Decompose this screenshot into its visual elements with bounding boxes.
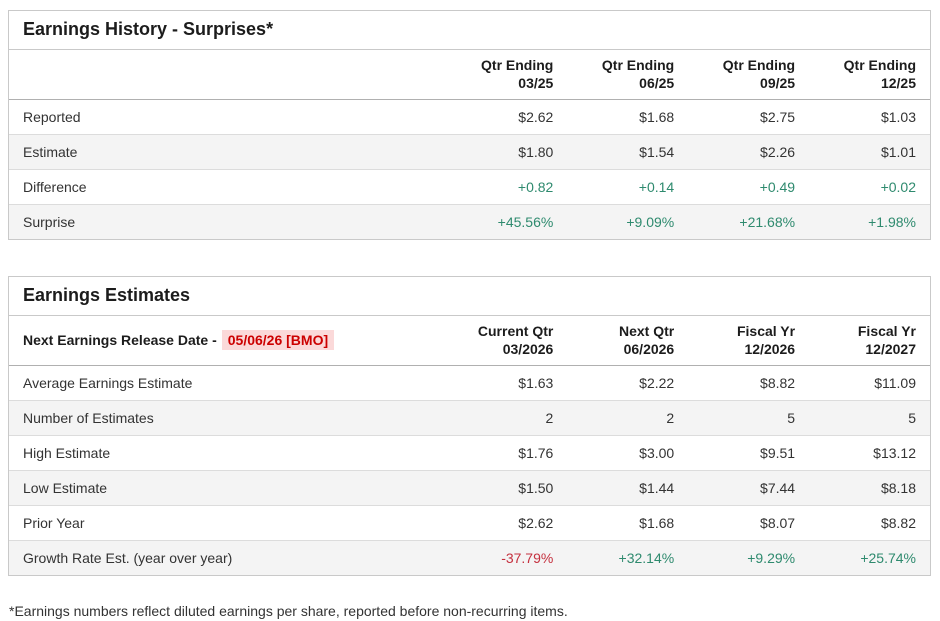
earnings-estimates-header-row: Next Earnings Release Date -05/06/26 [BM… bbox=[9, 315, 930, 366]
cell-value: +25.74% bbox=[809, 539, 930, 575]
cell-value: $1.54 bbox=[567, 133, 689, 170]
cell-value: 5 bbox=[809, 399, 930, 436]
next-earnings-release: Next Earnings Release Date -05/06/26 [BM… bbox=[9, 315, 447, 366]
cell-value: +1.98% bbox=[809, 203, 930, 239]
row-label: Surprise bbox=[9, 203, 447, 239]
cell-value: $11.09 bbox=[874, 374, 916, 391]
table-row-surprise: Surprise +45.56% +9.09% +21.68% +1.98% bbox=[9, 203, 930, 239]
cell-value: 5 bbox=[688, 399, 810, 436]
row-label: Number of Estimates bbox=[9, 399, 447, 436]
cell-value: $8.82 bbox=[809, 504, 930, 541]
row-label: Low Estimate bbox=[9, 469, 447, 506]
row-label: Growth Rate Est. (year over year) bbox=[9, 539, 447, 575]
cell-value: $1.63 bbox=[518, 374, 554, 391]
table-row-high-estimate: High Estimate $1.76 $3.00 $9.51 $13.12 bbox=[9, 434, 930, 471]
cell-value: +0.82 bbox=[446, 168, 568, 205]
earnings-history-card: Earnings History - Surprises* Qtr Ending… bbox=[8, 10, 931, 240]
cell-value: $7.44 bbox=[688, 469, 810, 506]
cell-value: 2 bbox=[567, 399, 689, 436]
cell-value: $2.75 bbox=[760, 108, 796, 125]
column-header-qtr-0325: Qtr Ending 03/25 bbox=[446, 50, 568, 100]
earnings-estimates-card: Earnings Estimates Next Earnings Release… bbox=[8, 275, 931, 576]
cell-value: +0.14 bbox=[567, 168, 689, 205]
cell-value: $9.51 bbox=[688, 434, 810, 471]
cell-value: 2 bbox=[446, 399, 568, 436]
table-row-growth-rate: Growth Rate Est. (year over year) -37.79… bbox=[9, 539, 930, 575]
cell-value: $8.18 bbox=[809, 469, 930, 506]
earnings-estimates-title: Earnings Estimates bbox=[9, 277, 930, 316]
column-header-qtr-0925: Qtr Ending 09/25 bbox=[688, 50, 810, 100]
cell-value: +32.14% bbox=[567, 539, 689, 575]
column-header-qtr-1225: Qtr Ending 12/25 bbox=[809, 50, 930, 100]
row-label: Prior Year bbox=[9, 504, 447, 541]
table-row-number-of-estimates: Number of Estimates 2 2 5 5 bbox=[9, 399, 930, 436]
footnote: *Earnings numbers reflect diluted earnin… bbox=[9, 602, 568, 619]
cell-value: $1.68 bbox=[567, 504, 689, 541]
cell-value: $1.68 bbox=[639, 108, 675, 125]
row-label: Estimate bbox=[9, 133, 447, 170]
earnings-estimates-table: Next Earnings Release Date -05/06/26 [BM… bbox=[9, 315, 930, 575]
cell-value: $2.62 bbox=[446, 504, 568, 541]
column-header-current-qtr: Current Qtr 03/2026 bbox=[446, 315, 568, 366]
cell-value: +21.68% bbox=[688, 203, 810, 239]
cell-value: $8.07 bbox=[688, 504, 810, 541]
cell-value: $1.76 bbox=[446, 434, 568, 471]
next-earnings-release-label: Next Earnings Release Date - bbox=[23, 332, 217, 349]
earnings-history-title: Earnings History - Surprises* bbox=[9, 11, 930, 50]
row-label: Difference bbox=[9, 168, 447, 205]
row-label: Average Earnings Estimate bbox=[23, 374, 193, 391]
column-header-fiscal-yr-2027: Fiscal Yr 12/2027 bbox=[809, 315, 930, 366]
cell-value: $1.03 bbox=[880, 108, 916, 125]
table-row-reported: Reported $2.62 $1.68 $2.75 $1.03 bbox=[9, 99, 930, 134]
earnings-history-table: Qtr Ending 03/25 Qtr Ending 06/25 Qtr En… bbox=[9, 50, 930, 239]
cell-value: $1.80 bbox=[446, 133, 568, 170]
next-earnings-release-date: 05/06/26 [BMO] bbox=[221, 330, 335, 351]
table-row-low-estimate: Low Estimate $1.50 $1.44 $7.44 $8.18 bbox=[9, 469, 930, 506]
table-row-prior-year: Prior Year $2.62 $1.68 $8.07 $8.82 bbox=[9, 504, 930, 541]
cell-value: $2.62 bbox=[518, 108, 554, 125]
header-spacer bbox=[9, 50, 447, 100]
cell-value: $13.12 bbox=[809, 434, 930, 471]
table-row-estimate: Estimate $1.80 $1.54 $2.26 $1.01 bbox=[9, 133, 930, 170]
cell-value: $8.82 bbox=[760, 374, 796, 391]
table-row-difference: Difference +0.82 +0.14 +0.49 +0.02 bbox=[9, 168, 930, 205]
earnings-history-header-row: Qtr Ending 03/25 Qtr Ending 06/25 Qtr En… bbox=[9, 50, 930, 100]
cell-value: $2.22 bbox=[639, 374, 675, 391]
cell-value: $1.01 bbox=[809, 133, 930, 170]
cell-value: +0.02 bbox=[809, 168, 930, 205]
cell-value: $2.26 bbox=[688, 133, 810, 170]
cell-value: +9.09% bbox=[567, 203, 689, 239]
table-row-average-earnings-estimate: Average Earnings Estimate $1.63 $2.22 $8… bbox=[9, 365, 930, 400]
column-header-qtr-0625: Qtr Ending 06/25 bbox=[567, 50, 689, 100]
cell-value: $1.50 bbox=[446, 469, 568, 506]
cell-value: $1.44 bbox=[567, 469, 689, 506]
cell-value: +9.29% bbox=[688, 539, 810, 575]
column-header-next-qtr: Next Qtr 06/2026 bbox=[567, 315, 689, 366]
column-header-fiscal-yr-2026: Fiscal Yr 12/2026 bbox=[688, 315, 810, 366]
row-label: Reported bbox=[23, 108, 81, 125]
cell-value: +0.49 bbox=[688, 168, 810, 205]
cell-value: $3.00 bbox=[567, 434, 689, 471]
cell-value: +45.56% bbox=[446, 203, 568, 239]
row-label: High Estimate bbox=[9, 434, 447, 471]
cell-value: -37.79% bbox=[446, 539, 568, 575]
